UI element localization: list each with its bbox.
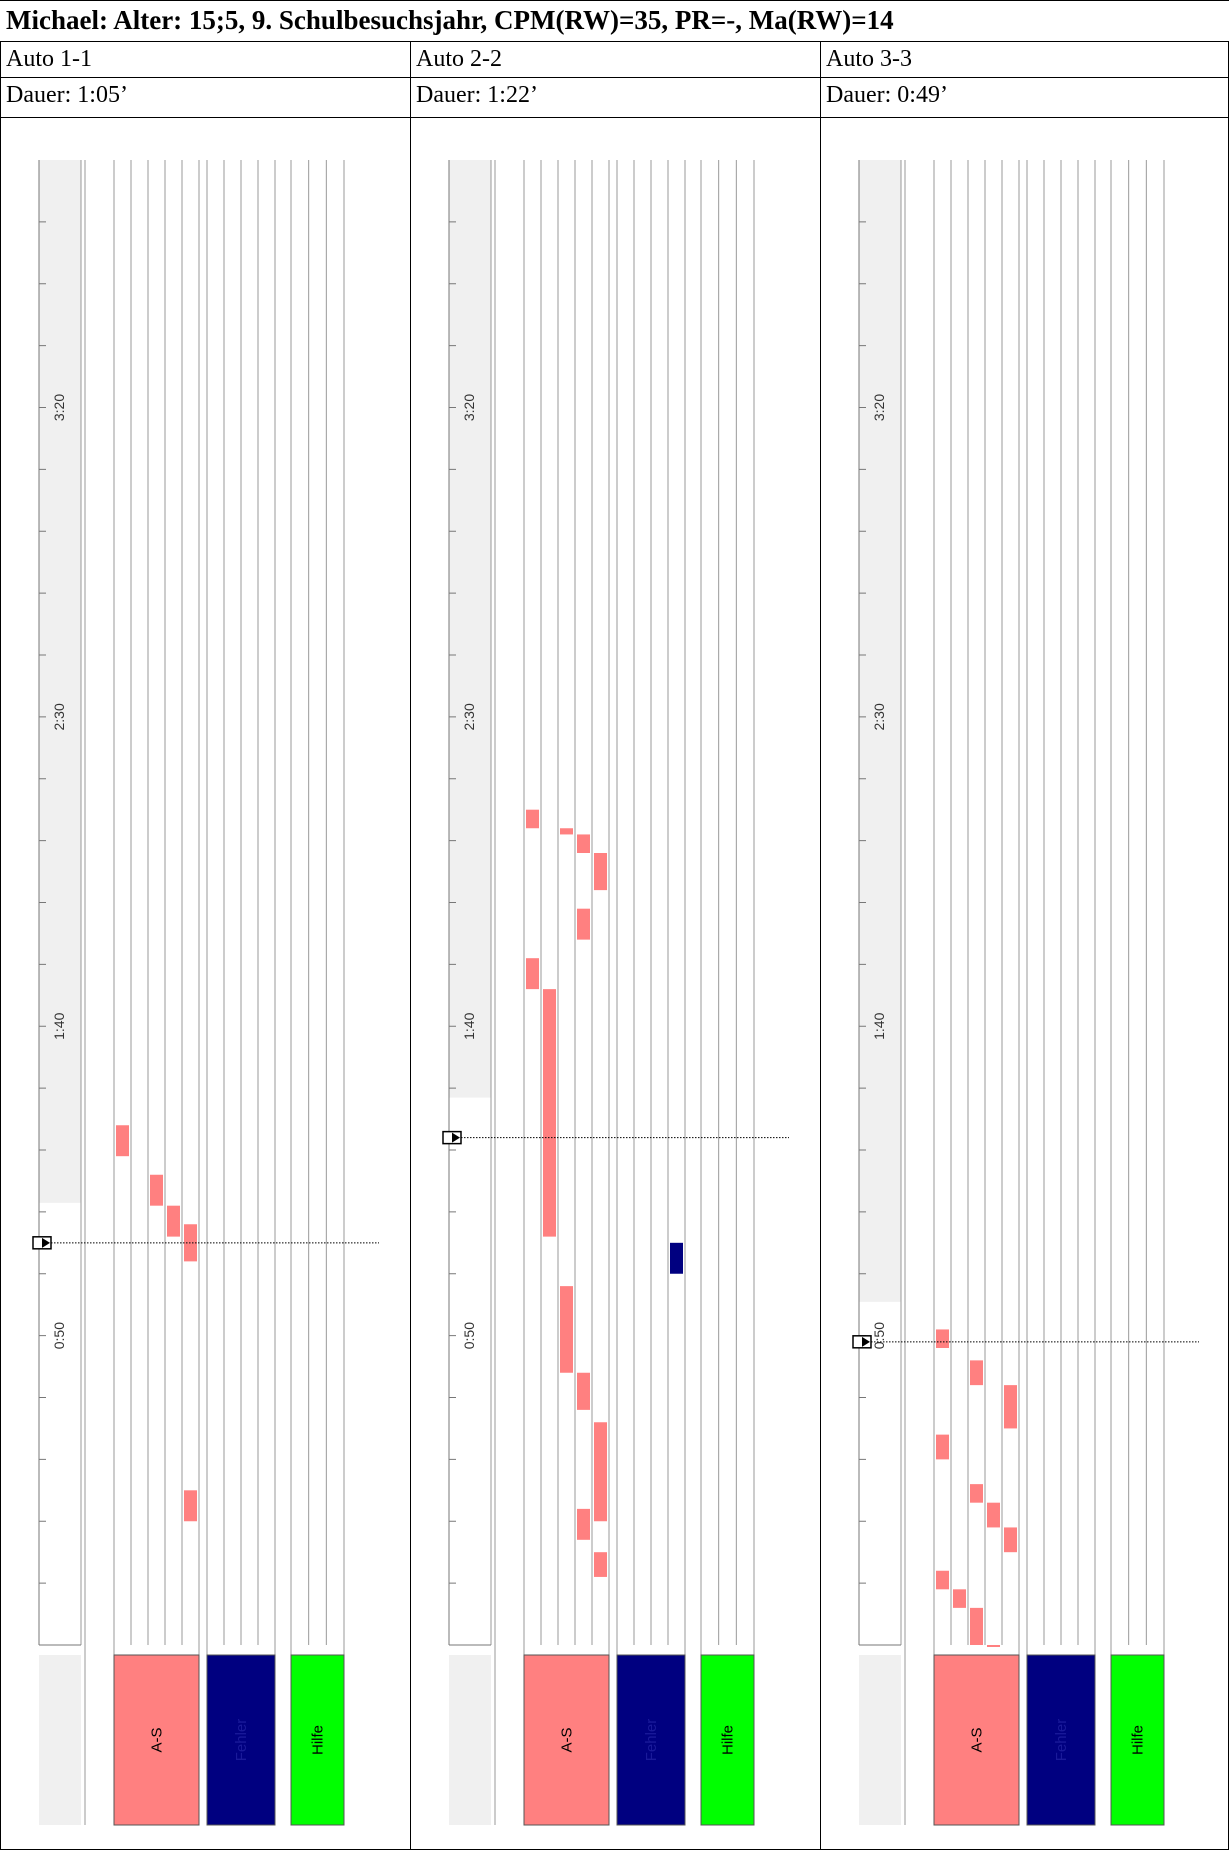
timeline-chart-auto-3-3: 3:20 2:30 1:40 0:50 A-S Fehler Hilfe [852,160,1199,1826]
as-event-bar [560,828,573,835]
as-legend-label: A-S [969,1727,986,1752]
as-event-bar [150,1174,163,1206]
axis-shade [39,160,81,1203]
as-event-bar [970,1484,983,1503]
duration-marker-arrow [452,1132,460,1143]
as-event-bar [167,1205,180,1237]
fehler-legend-label: Fehler [643,1719,660,1762]
table-border [820,41,821,1850]
as-event-bar [577,1372,590,1410]
axis-tick-label: 0:50 [871,1322,887,1349]
axis-tick-label: 1:40 [871,1012,887,1039]
hilfe-legend-label: Hilfe [310,1725,327,1755]
as-event-bar [577,908,590,940]
as-event-bar [987,1502,1000,1528]
as-legend-label: A-S [149,1727,166,1752]
page-title: Michael: Alter: 15;5, 9. Schulbesuchsjah… [6,5,894,35]
legend-axis-shade [39,1655,81,1825]
as-event-bar [184,1490,197,1522]
fehler-legend-box [1026,1654,1096,1826]
as-event-bar [936,1570,949,1590]
hilfe-legend-label: Hilfe [1130,1725,1147,1755]
as-event-bar [577,834,590,853]
as-legend-label: A-S [559,1727,576,1752]
as-legend-box [523,1654,610,1826]
axis-tick-label: 0:50 [461,1322,477,1349]
as-event-bar [936,1434,949,1460]
axis-tick-label: 3:20 [461,394,477,421]
as-event-bar [594,1422,607,1522]
axis-tick-label: 1:40 [51,1012,67,1039]
axis-tick-label: 2:30 [461,703,477,730]
hilfe-legend-box [700,1654,755,1826]
panel-2-label: Auto 2-2 [416,46,502,72]
timeline-chart-auto-2-2: 3:20 2:30 1:40 0:50 A-S Fehler Hilfe [442,160,789,1826]
panel-3-label: Auto 3-3 [826,46,912,72]
as-event-bar [526,958,539,990]
as-event-bar [936,1329,949,1348]
as-event-bar [526,809,539,829]
as-event-bar [953,1589,966,1608]
table-border [0,41,1229,42]
axis-shade [859,160,901,1302]
as-legend-box [933,1654,1020,1826]
hilfe-legend-box [290,1654,345,1826]
panel-2-duration: Dauer: 1:22’ [416,82,538,108]
fehler-event-bar [670,1242,683,1274]
as-event-bar [987,1645,1000,1647]
panel-1-duration: Dauer: 1:05’ [6,82,128,108]
as-event-bar [560,1286,573,1373]
axis-tick-label: 3:20 [871,394,887,421]
axis-tick-label: 1:40 [461,1012,477,1039]
as-event-bar [1004,1527,1017,1553]
table-border [0,0,1229,1]
as-event-bar [594,853,607,891]
table-border [0,41,1,1850]
fehler-legend-label: Fehler [1053,1719,1070,1762]
hilfe-legend-box [1110,1654,1165,1826]
panel-1-label: Auto 1-1 [6,46,92,72]
as-event-bar [970,1607,983,1645]
as-event-bar [543,989,556,1237]
as-event-bar [1004,1385,1017,1429]
timeline-chart-auto-1-1: 3:20 2:30 1:40 0:50 A-S Fehler Hilfe [32,160,379,1826]
fehler-legend-box [206,1654,276,1826]
fehler-legend-label: Fehler [233,1719,250,1762]
hilfe-legend-label: Hilfe [720,1725,737,1755]
axis-shade [449,160,491,1098]
table-border [410,41,411,1850]
as-event-bar [577,1508,590,1540]
fehler-legend-box [616,1654,686,1826]
axis-tick-label: 2:30 [51,703,67,730]
panel-3-duration: Dauer: 0:49’ [826,82,948,108]
axis-tick-label: 3:20 [51,394,67,421]
duration-marker-arrow [862,1336,870,1347]
axis-tick-label: 2:30 [871,703,887,730]
axis-tick-label: 0:50 [51,1322,67,1349]
as-event-bar [970,1360,983,1386]
legend-axis-shade [859,1655,901,1825]
as-event-bar [116,1125,129,1157]
legend-axis-shade [449,1655,491,1825]
as-legend-box [113,1654,200,1826]
table-border [0,117,1229,118]
table-border [0,77,1229,78]
as-event-bar [594,1552,607,1577]
duration-marker-arrow [42,1237,50,1248]
